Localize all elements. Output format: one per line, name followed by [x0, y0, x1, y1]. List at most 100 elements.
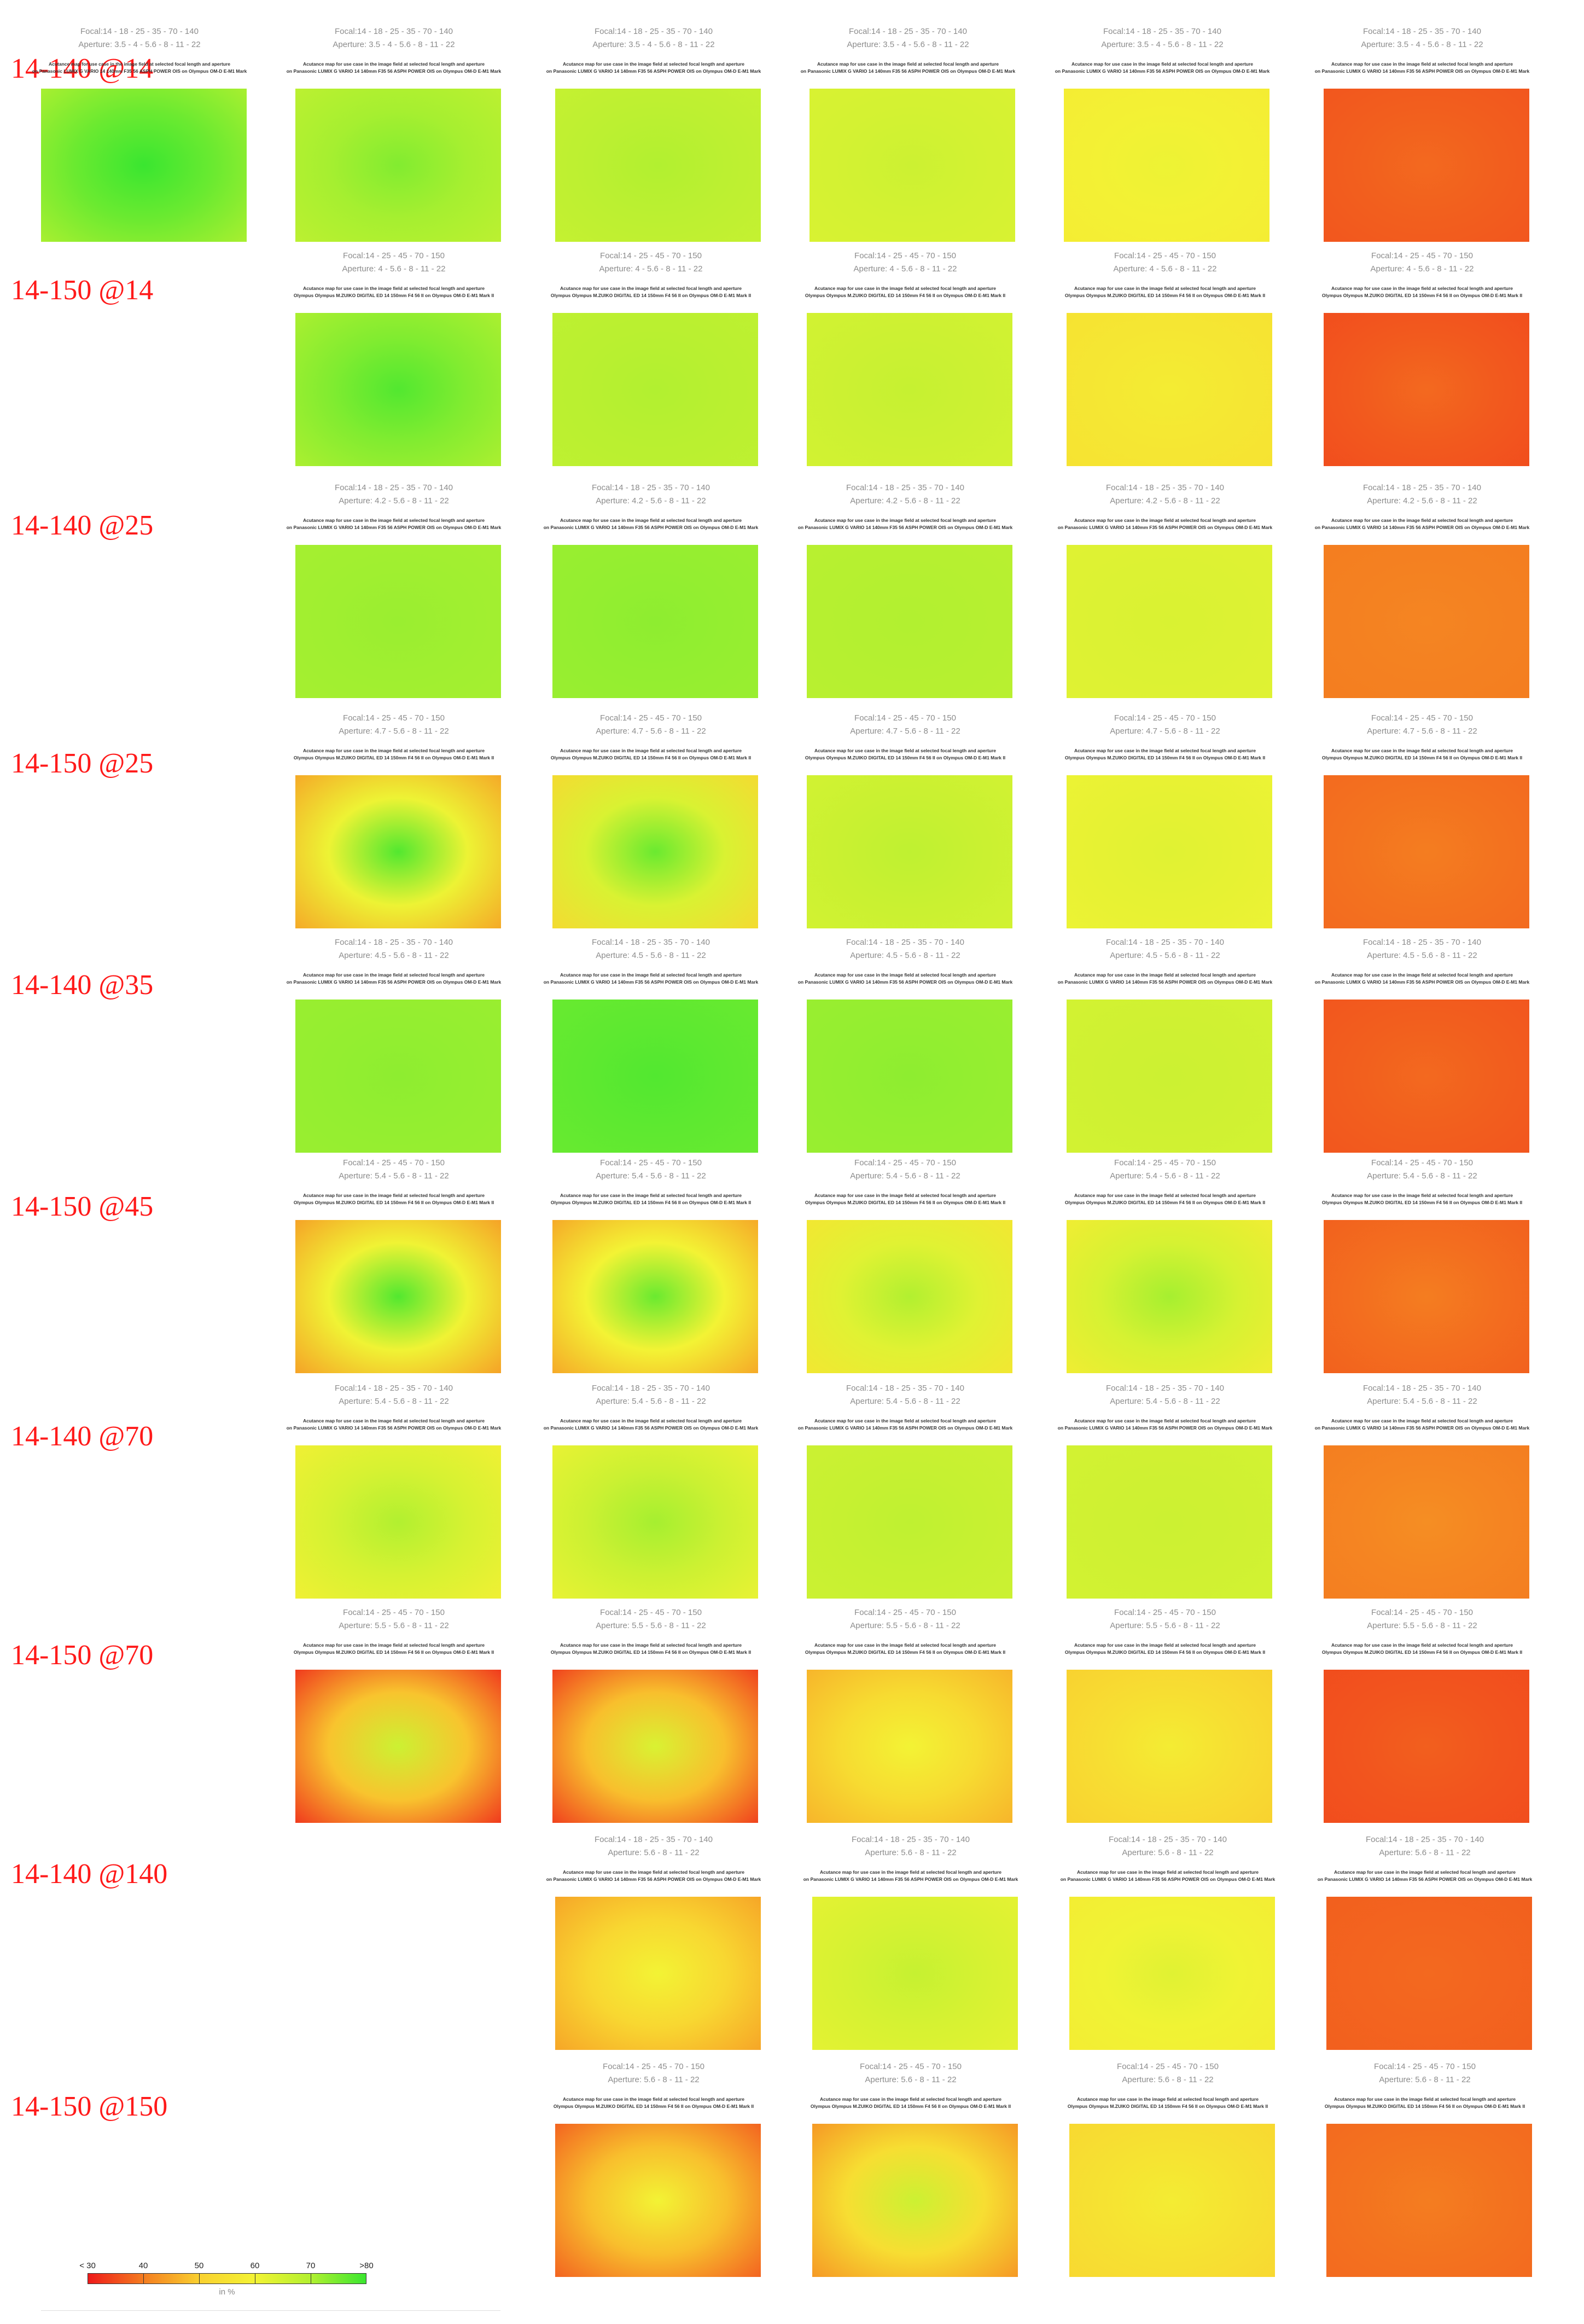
- map-description: Acutance map for use case in the image f…: [814, 518, 997, 523]
- map-lens-description: Olympus Olympus M.ZUIKO DIGITAL ED 14 15…: [550, 755, 752, 760]
- map-description: Acutance map for use case in the image f…: [1074, 1418, 1256, 1424]
- aperture-caption: Aperture: 4.7 - 5.6 - 8 - 11 - 22: [1110, 727, 1220, 736]
- focal-caption: Focal:14 - 18 - 25 - 35 - 70 - 140: [1363, 938, 1481, 947]
- focal-caption: Focal:14 - 18 - 25 - 35 - 70 - 140: [849, 27, 967, 36]
- aperture-caption: Aperture: 5.4 - 5.6 - 8 - 11 - 22: [596, 1171, 706, 1181]
- aperture-caption: Aperture: 5.6 - 8 - 11 - 22: [608, 1848, 700, 1857]
- aperture-caption: Aperture: 4 - 5.6 - 8 - 11 - 22: [1370, 264, 1474, 274]
- map-description: Acutance map for use case in the image f…: [814, 1193, 997, 1198]
- acutance-map-cell: Focal:14 - 18 - 25 - 35 - 70 - 140 Apertu…: [541, 938, 760, 1168]
- acutance-map-cell: Focal:14 - 25 - 45 - 70 - 150 Aperture: 5…: [1056, 1608, 1274, 1838]
- map-lens-description: on Panasonic LUMIX G VARIO 14 140mm F35 …: [1055, 68, 1270, 74]
- acutance-heatmap: [1067, 545, 1272, 698]
- acutance-map-cell: Focal:14 - 18 - 25 - 35 - 70 - 140 Apertu…: [284, 27, 503, 257]
- map-description: Acutance map for use case in the image f…: [814, 748, 997, 753]
- map-lens-description: Olympus Olympus M.ZUIKO DIGITAL ED 14 15…: [1064, 293, 1266, 298]
- acutance-map-cell: Focal:14 - 25 - 45 - 70 - 150 Aperture: 5…: [1313, 1608, 1531, 1838]
- colorbar-tick-70: 70: [306, 2261, 316, 2270]
- acutance-map-cell: Focal:14 - 18 - 25 - 35 - 70 - 140 Apertu…: [1056, 484, 1274, 713]
- map-lens-description: on Panasonic LUMIX G VARIO 14 140mm F35 …: [797, 525, 1013, 530]
- aperture-caption: Aperture: 4.5 - 5.6 - 8 - 11 - 22: [850, 951, 960, 960]
- acutance-heatmap: [807, 545, 1012, 698]
- focal-caption: Focal:14 - 18 - 25 - 35 - 70 - 140: [335, 483, 453, 492]
- map-description: Acutance map for use case in the image f…: [302, 286, 485, 291]
- acutance-heatmap: [1067, 1220, 1272, 1373]
- map-description: Acutance map for use case in the image f…: [1074, 1642, 1256, 1648]
- acutance-map-cell: Focal:14 - 25 - 45 - 70 - 150 Aperture: 5…: [1058, 2062, 1277, 2292]
- aperture-caption: Aperture: 3.5 - 4 - 5.6 - 8 - 11 - 22: [592, 40, 715, 49]
- acutance-map-cell: Focal:14 - 18 - 25 - 35 - 70 - 140 Apertu…: [799, 27, 1017, 257]
- map-lens-description: Olympus Olympus M.ZUIKO DIGITAL ED 14 15…: [1321, 1649, 1523, 1655]
- map-description: Acutance map for use case in the image f…: [1074, 1193, 1256, 1198]
- map-lens-description: Olympus Olympus M.ZUIKO DIGITAL ED 14 15…: [553, 2104, 754, 2109]
- map-description: Acutance map for use case in the image f…: [1074, 972, 1256, 978]
- acutance-map-cell: Focal:14 - 25 - 45 - 70 - 150 Aperture: 4…: [1056, 252, 1274, 481]
- acutance-map-cell: Focal:14 - 25 - 45 - 70 - 150 Aperture: 4…: [796, 714, 1015, 944]
- acutance-map-cell: Focal:14 - 18 - 25 - 35 - 70 - 140 Apertu…: [796, 1384, 1015, 1614]
- aperture-caption: Aperture: 5.4 - 5.6 - 8 - 11 - 22: [850, 1397, 960, 1406]
- aperture-caption: Aperture: 5.5 - 5.6 - 8 - 11 - 22: [1367, 1621, 1477, 1630]
- map-description: Acutance map for use case in the image f…: [562, 1869, 745, 1875]
- map-lens-description: on Panasonic LUMIX G VARIO 14 140mm F35 …: [286, 979, 502, 985]
- map-description: Acutance map for use case in the image f…: [1333, 2096, 1516, 2102]
- map-lens-description: on Panasonic LUMIX G VARIO 14 140mm F35 …: [543, 979, 759, 985]
- focal-caption: Focal:14 - 18 - 25 - 35 - 70 - 140: [1106, 938, 1224, 947]
- aperture-caption: Aperture: 4.5 - 5.6 - 8 - 11 - 22: [1367, 951, 1477, 960]
- map-lens-description: on Panasonic LUMIX G VARIO 14 140mm F35 …: [1314, 68, 1530, 74]
- map-lens-description: Olympus Olympus M.ZUIKO DIGITAL ED 14 15…: [293, 1200, 494, 1205]
- acutance-heatmap: [810, 89, 1015, 242]
- focal-caption: Focal:14 - 25 - 45 - 70 - 150: [1374, 2062, 1476, 2071]
- map-description: Acutance map for use case in the image f…: [1076, 1869, 1259, 1875]
- map-description: Acutance map for use case in the image f…: [560, 748, 742, 753]
- acutance-heatmap: [1064, 89, 1269, 242]
- acutance-heatmap: [295, 1670, 501, 1823]
- row-label: 14-150 @70: [11, 1640, 154, 1671]
- aperture-caption: Aperture: 4.2 - 5.6 - 8 - 11 - 22: [339, 496, 449, 506]
- acutance-heatmap: [295, 1000, 501, 1153]
- acutance-map-cell: Focal:14 - 25 - 45 - 70 - 150 Aperture: 4…: [541, 252, 760, 481]
- acutance-heatmap: [295, 89, 501, 242]
- row-label: 14-140 @14: [11, 53, 154, 84]
- map-description: Acutance map for use case in the image f…: [302, 518, 485, 523]
- acutance-map-cell: Focal:14 - 18 - 25 - 35 - 70 - 140 Apertu…: [796, 938, 1015, 1168]
- acutance-heatmap: [1324, 1445, 1529, 1599]
- focal-caption: Focal:14 - 25 - 45 - 70 - 150: [600, 713, 702, 723]
- aperture-caption: Aperture: 5.4 - 5.6 - 8 - 11 - 22: [339, 1171, 449, 1181]
- colorbar-mark: [143, 2274, 144, 2284]
- map-description: Acutance map for use case in the image f…: [562, 61, 745, 67]
- map-description: Acutance map for use case in the image f…: [1071, 61, 1254, 67]
- acutance-map-cell: Focal:14 - 25 - 45 - 70 - 150 Aperture: 5…: [541, 1159, 760, 1388]
- map-lens-description: Olympus Olympus M.ZUIKO DIGITAL ED 14 15…: [805, 1649, 1006, 1655]
- acutance-map-cell: Focal:14 - 25 - 45 - 70 - 150 Aperture: 5…: [1315, 2062, 1534, 2292]
- acutance-heatmap: [295, 313, 501, 466]
- aperture-caption: Aperture: 3.5 - 4 - 5.6 - 8 - 11 - 22: [847, 40, 969, 49]
- acutance-heatmap: [1067, 1000, 1272, 1153]
- acutance-heatmap: [552, 775, 758, 928]
- focal-caption: Focal:14 - 25 - 45 - 70 - 150: [600, 1158, 702, 1167]
- focal-caption: Focal:14 - 25 - 45 - 70 - 150: [854, 251, 956, 260]
- acutance-heatmap: [1067, 1670, 1272, 1823]
- focal-caption: Focal:14 - 18 - 25 - 35 - 70 - 140: [592, 1384, 710, 1393]
- acutance-map-cell: Focal:14 - 25 - 45 - 70 - 150 Aperture: 5…: [796, 1608, 1015, 1838]
- aperture-caption: Aperture: 4.5 - 5.6 - 8 - 11 - 22: [339, 951, 449, 960]
- colorbar-tick-50: 50: [194, 2261, 204, 2270]
- acutance-map-cell: Focal:14 - 18 - 25 - 35 - 70 - 140 Apertu…: [284, 484, 503, 713]
- acutance-map-cell: Focal:14 - 25 - 45 - 70 - 150 Aperture: 4…: [1313, 252, 1531, 481]
- map-lens-description: Olympus Olympus M.ZUIKO DIGITAL ED 14 15…: [1321, 293, 1523, 298]
- focal-caption: Focal:14 - 25 - 45 - 70 - 150: [1114, 713, 1216, 723]
- map-lens-description: Olympus Olympus M.ZUIKO DIGITAL ED 14 15…: [293, 293, 494, 298]
- map-description: Acutance map for use case in the image f…: [1074, 518, 1256, 523]
- acutance-heatmap: [41, 89, 247, 242]
- aperture-caption: Aperture: 5.6 - 8 - 11 - 22: [1122, 2075, 1214, 2084]
- map-lens-description: on Panasonic LUMIX G VARIO 14 140mm F35 …: [1060, 1876, 1276, 1882]
- aperture-caption: Aperture: 3.5 - 4 - 5.6 - 8 - 11 - 22: [333, 40, 455, 49]
- aperture-caption: Aperture: 4.7 - 5.6 - 8 - 11 - 22: [850, 727, 960, 736]
- row-label: 14-140 @140: [11, 1858, 168, 1890]
- acutance-heatmap: [1324, 313, 1529, 466]
- focal-caption: Focal:14 - 25 - 45 - 70 - 150: [860, 2062, 962, 2071]
- acutance-map-cell: Focal:14 - 18 - 25 - 35 - 70 - 140 Apertu…: [1058, 1835, 1277, 2065]
- acutance-map-cell: Focal:14 - 18 - 25 - 35 - 70 - 140 Apertu…: [544, 27, 763, 257]
- aperture-caption: Aperture: 5.6 - 8 - 11 - 22: [1379, 1848, 1471, 1857]
- map-lens-description: on Panasonic LUMIX G VARIO 14 140mm F35 …: [1057, 979, 1273, 985]
- acutance-map-cell: Focal:14 - 18 - 25 - 35 - 70 - 140 Apertu…: [796, 484, 1015, 713]
